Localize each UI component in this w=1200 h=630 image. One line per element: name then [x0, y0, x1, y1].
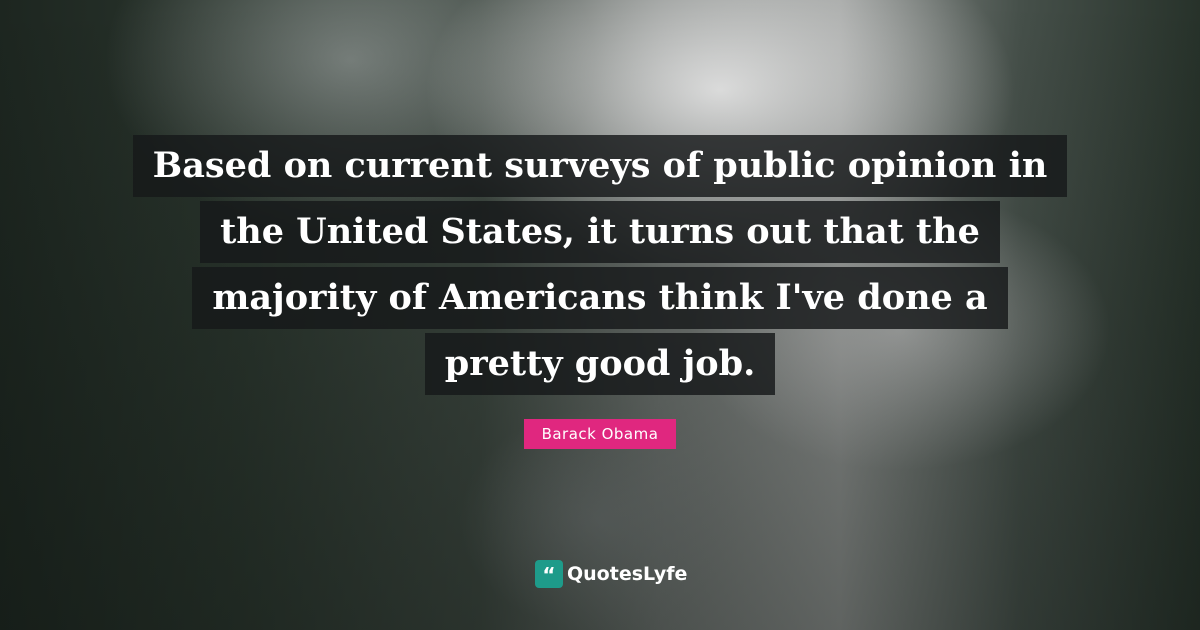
quote-line: the United States, it turns out that the [200, 201, 1000, 263]
quote-line: pretty good job. [424, 333, 776, 395]
quote-line: majority of Americans think I've done a [192, 267, 1008, 329]
quote-text: Based on current surveys of public opini… [0, 135, 1200, 399]
brand-name: QuotesLyfe [567, 563, 688, 585]
quote-line: Based on current surveys of public opini… [132, 135, 1068, 197]
quote-smile-icon: “ [535, 560, 563, 588]
author-badge[interactable]: Barack Obama [524, 419, 676, 449]
brand-logo: “ QuotesLyfe [535, 560, 687, 588]
